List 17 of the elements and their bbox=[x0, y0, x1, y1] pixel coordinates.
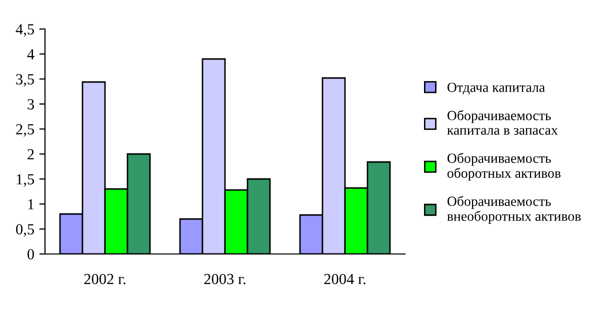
y-tick-label: 3 bbox=[28, 99, 34, 110]
y-tick-label: 2,5 bbox=[16, 124, 34, 137]
legend-label: Оборачиваемость внеоборотных активов bbox=[447, 196, 581, 224]
y-tick-label: 3,5 bbox=[16, 74, 34, 87]
legend-label: Отдача капитала bbox=[447, 82, 545, 95]
legend-label: Оборачиваемость капитала в запасах bbox=[447, 110, 558, 135]
y-tick-label: 2 bbox=[28, 149, 34, 160]
y-tick-label: 0 bbox=[28, 249, 34, 260]
legend-label: Оборачиваемость оборотных активов bbox=[447, 152, 561, 181]
y-tick-label: 4,5 bbox=[16, 24, 34, 37]
y-tick-label: 4 bbox=[27, 49, 34, 60]
y-tick-label: 0,5 bbox=[16, 224, 34, 237]
x-tick-label: 2004 г. bbox=[324, 274, 366, 284]
y-tick-label: 1 bbox=[28, 199, 34, 210]
x-tick-label: 2003 г. bbox=[204, 274, 246, 284]
x-tick-label: 2002 г. bbox=[84, 274, 126, 284]
y-tick-label: 1,5 bbox=[16, 174, 34, 187]
